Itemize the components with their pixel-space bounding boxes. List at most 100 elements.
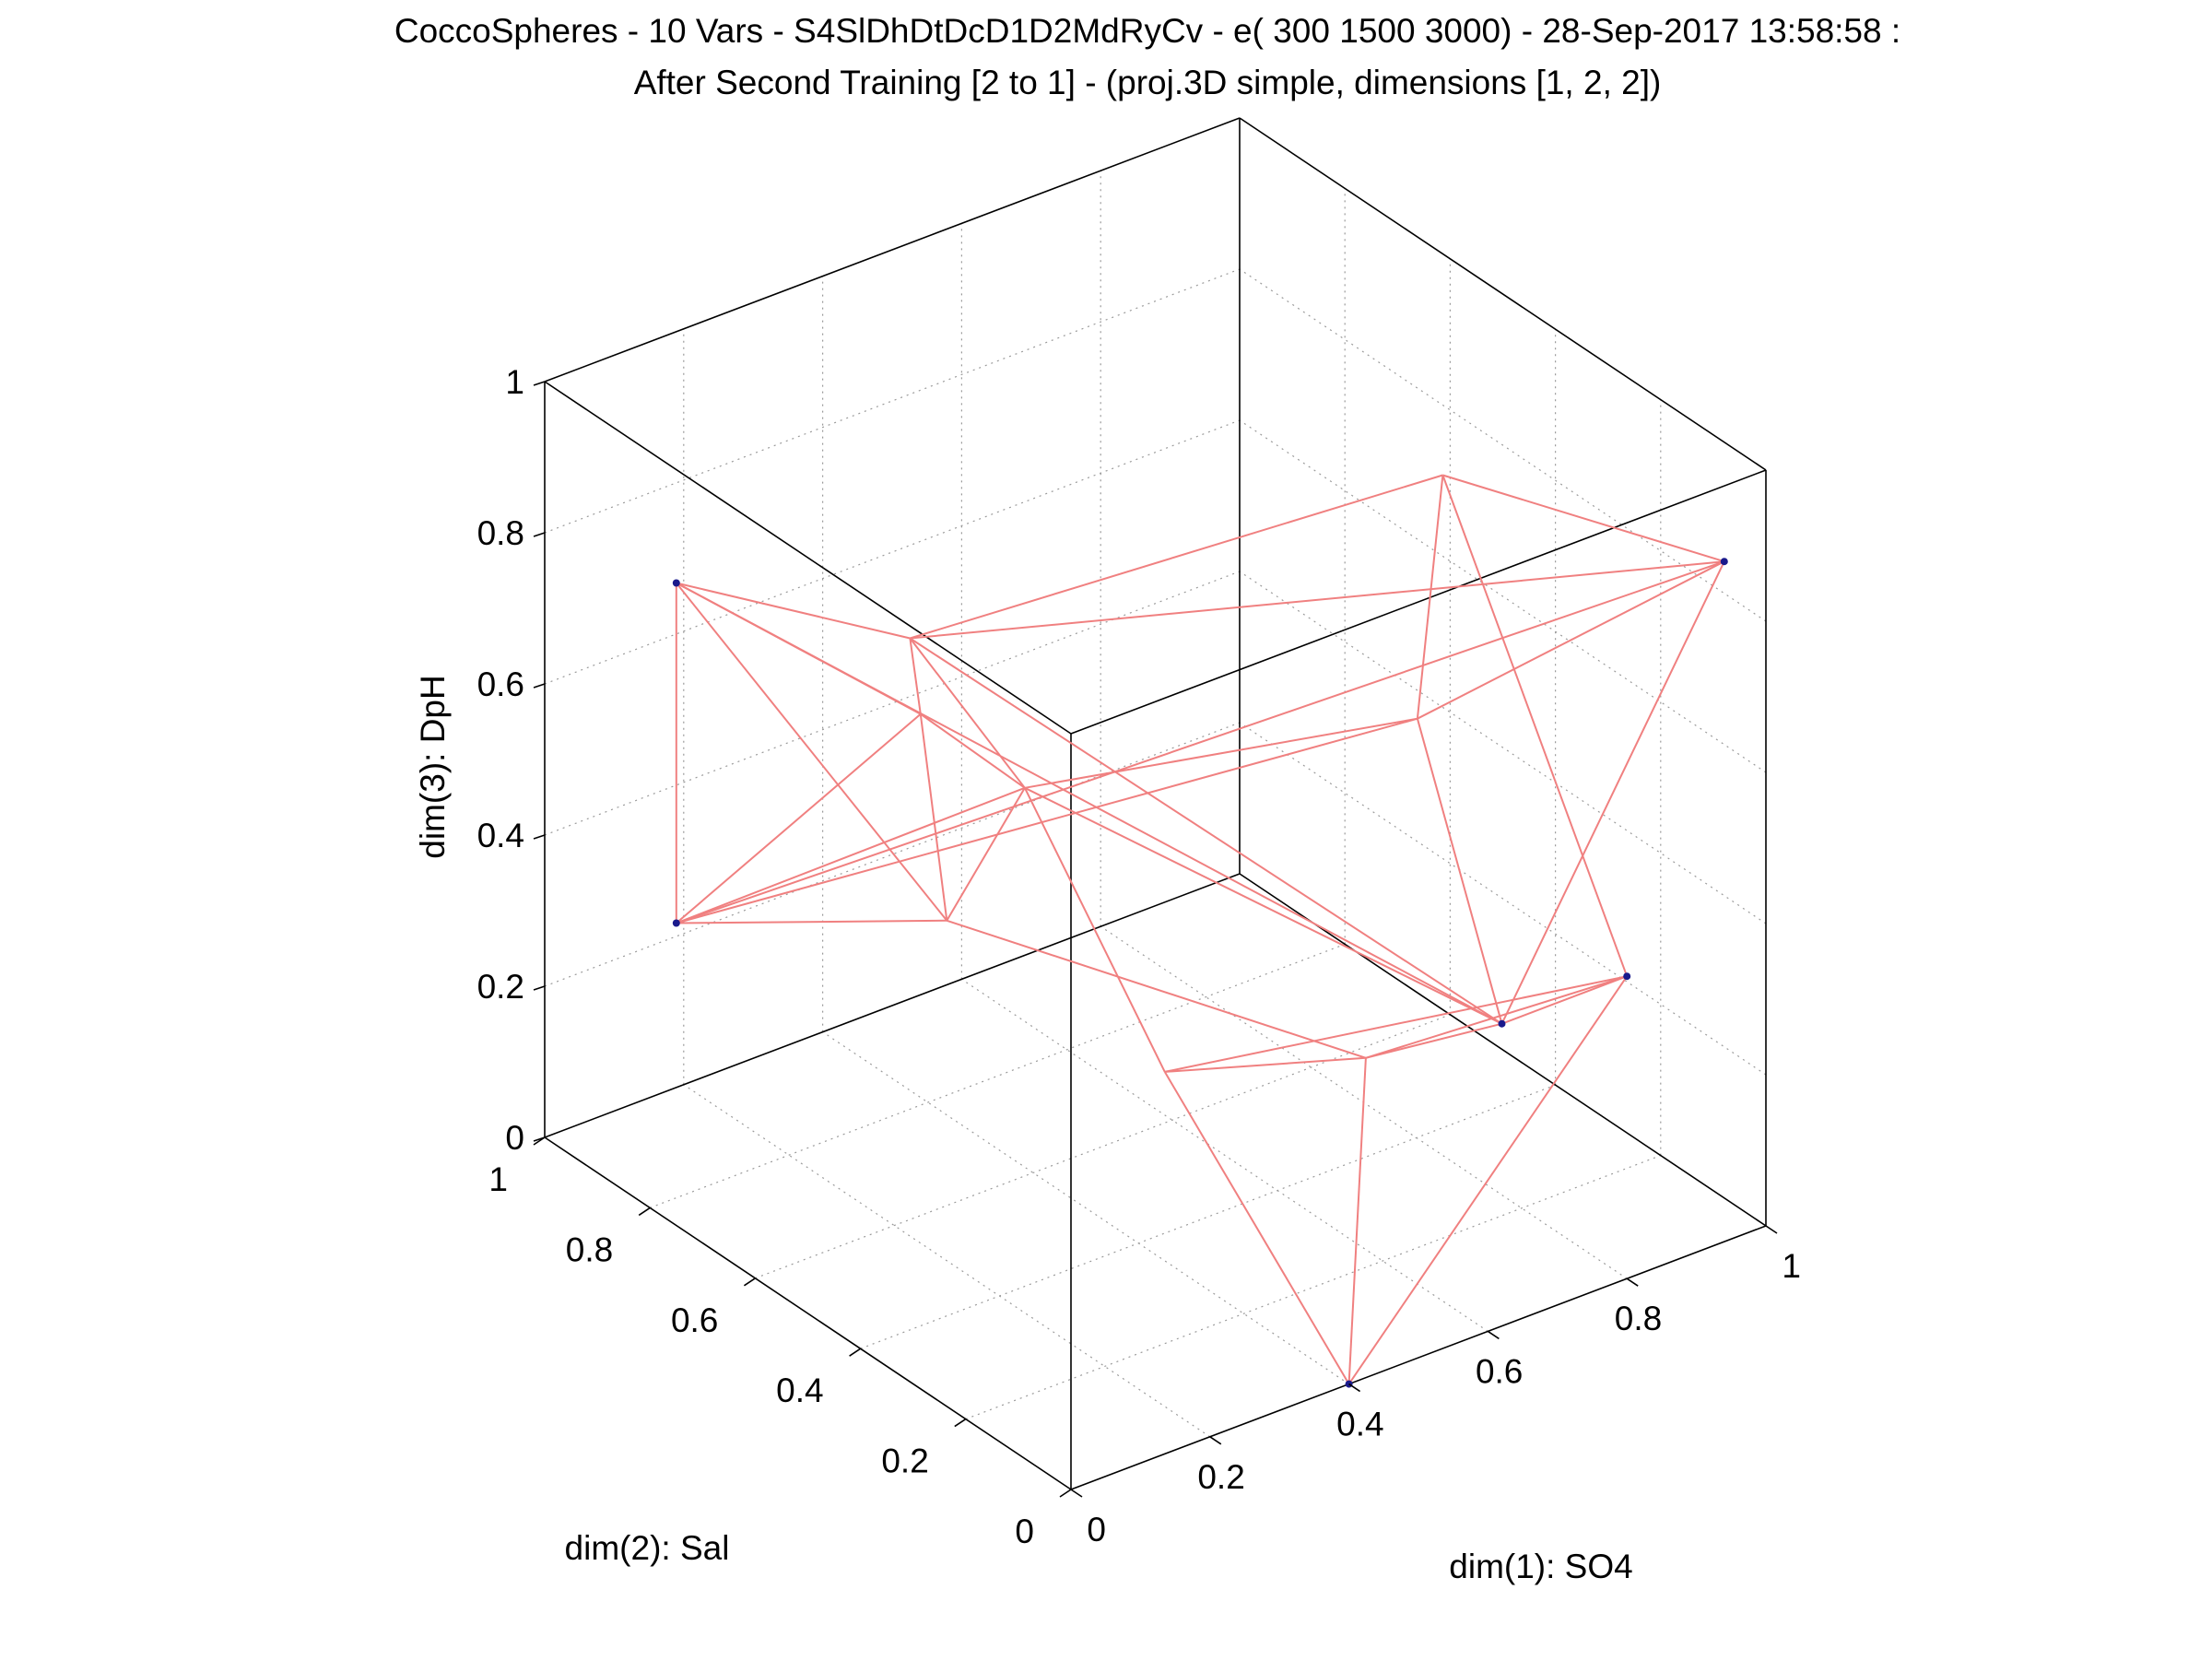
mesh-edge [676, 786, 1026, 924]
x-tick-label: 1 [1782, 1247, 1801, 1285]
title-line-2: After Second Training [2 to 1] - (proj.3… [634, 64, 1662, 101]
mesh-edge [1164, 1056, 1366, 1073]
neuron-point [672, 579, 680, 587]
y-tick [533, 1136, 546, 1146]
grid-line [1239, 419, 1767, 773]
x-tick [1765, 1225, 1778, 1234]
mesh-edge [1024, 717, 1418, 789]
x-tick-label: 0.2 [1197, 1458, 1244, 1496]
mesh-edge [1347, 1057, 1367, 1384]
box-edge [544, 873, 1241, 1138]
z-tick-label: 1 [505, 363, 524, 401]
grid-line [544, 419, 1241, 685]
box-edge [1070, 1225, 1767, 1490]
box-edge [544, 1136, 1072, 1490]
mesh-edge [1164, 975, 1628, 1073]
grid-line [822, 1031, 1349, 1385]
mesh-edge [909, 638, 922, 714]
y-tick [638, 1207, 651, 1217]
mesh-edge [909, 637, 1503, 1025]
mesh-edge [1024, 787, 1166, 1073]
y-tick-label: 0.2 [881, 1442, 928, 1480]
neuron-point [1623, 972, 1631, 981]
box-edge [1239, 117, 1767, 471]
mesh-edge [920, 712, 1026, 789]
mesh-edge [1442, 474, 1725, 563]
mesh-edge [909, 637, 1026, 789]
mesh-edge [946, 919, 1367, 1059]
x-axis-label: dim(1): SO4 [1449, 1548, 1632, 1585]
y-tick-label: 0.8 [566, 1230, 613, 1268]
grid-line [1239, 722, 1767, 1076]
som-neurons [672, 558, 1728, 1388]
x-tick [1070, 1489, 1083, 1498]
x-tick-label: 0 [1087, 1511, 1106, 1548]
y-tick-label: 1 [488, 1160, 508, 1198]
z-tick-label: 0.2 [477, 968, 524, 1006]
axis-ticks: 00.20.40.60.8100.20.40.60.8100.20.40.60.… [477, 363, 1801, 1550]
mesh-edge [676, 919, 947, 924]
grid-line [1239, 571, 1767, 924]
y-tick-label: 0 [1015, 1513, 1034, 1550]
z-tick [533, 834, 546, 840]
mesh-edge [676, 582, 1502, 1025]
grid-line [683, 1084, 1211, 1438]
grid-line [860, 1084, 1556, 1349]
y-tick [1059, 1489, 1072, 1498]
box-edge [544, 117, 1241, 383]
x-tick [1626, 1277, 1639, 1287]
mesh-edge [1416, 475, 1444, 719]
mesh-edge [1441, 475, 1629, 977]
y-tick [743, 1277, 756, 1287]
x-tick [1487, 1330, 1500, 1340]
mesh-edge [1500, 560, 1725, 1025]
x-tick [1209, 1436, 1222, 1445]
y-tick-label: 0.4 [776, 1372, 823, 1409]
mesh-edge [919, 713, 948, 921]
grid-line [544, 722, 1241, 987]
x-tick-label: 0.4 [1336, 1406, 1383, 1443]
grid-lines [544, 171, 1767, 1438]
som-mesh [675, 474, 1725, 1385]
mesh-edge [1365, 1022, 1502, 1059]
neuron-point [672, 919, 680, 927]
mesh-edge [1501, 975, 1628, 1025]
grid-line [649, 943, 1346, 1208]
mesh-edge [910, 474, 1443, 640]
grid-line [965, 1155, 1662, 1420]
y-tick [954, 1418, 967, 1428]
title-line-1: CoccoSpheres - 10 Vars - S4SlDhDtDcD1D2M… [394, 12, 1900, 50]
z-tick [533, 985, 546, 991]
grid-line [961, 978, 1488, 1332]
grid-line [544, 571, 1241, 836]
z-tick-label: 0.4 [477, 817, 524, 854]
mesh-edge [1347, 975, 1629, 1385]
neuron-point [1498, 1019, 1506, 1028]
axes-box [544, 117, 1767, 1490]
mesh-edge [1024, 786, 1502, 1025]
mesh-edge [676, 582, 948, 922]
z-tick [533, 381, 546, 386]
grid-line [1239, 268, 1767, 622]
mesh-edge [676, 717, 1418, 924]
y-tick-label: 0.6 [671, 1301, 718, 1339]
x-tick [1348, 1383, 1361, 1393]
box-edge [544, 381, 1072, 735]
mesh-edge [1417, 560, 1725, 720]
box-edge [1239, 873, 1767, 1227]
grid-line [544, 268, 1241, 534]
mesh-edge [676, 560, 1725, 924]
y-tick [849, 1348, 862, 1357]
z-tick [533, 683, 546, 689]
z-tick [533, 532, 546, 537]
box-edge [1070, 469, 1767, 735]
mesh-edge [1163, 1071, 1350, 1385]
z-tick-label: 0.6 [477, 665, 524, 703]
neuron-point [1720, 558, 1728, 566]
z-axis-label: dim(3): DpH [414, 675, 452, 858]
mesh-edge [910, 560, 1724, 640]
mesh-edge [676, 712, 922, 924]
grid-line [755, 1014, 1451, 1279]
z-tick-label: 0.8 [477, 514, 524, 552]
x-tick-label: 0.6 [1476, 1352, 1523, 1390]
